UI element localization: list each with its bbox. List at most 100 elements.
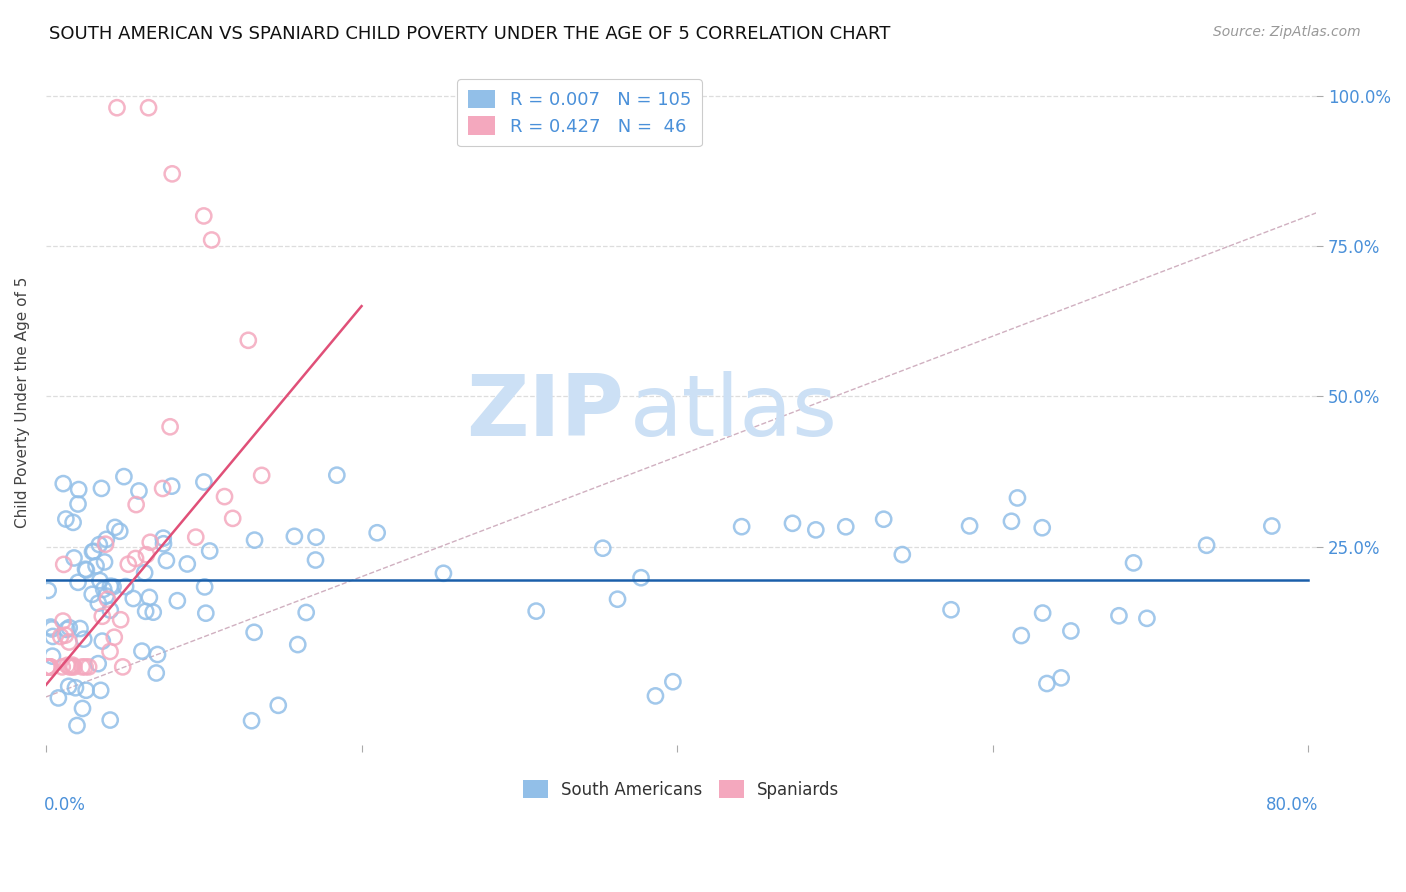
Point — [82, 587, 104, 601]
Point — [287, 638, 309, 652]
Point — [108, 524, 131, 539]
Point — [87, 596, 110, 610]
Point — [77, 660, 100, 674]
Point — [135, 548, 157, 562]
Point — [75, 683, 97, 698]
Point — [56, 658, 79, 673]
Point — [103, 630, 125, 644]
Point — [75, 563, 97, 577]
Point — [98, 644, 121, 658]
Point — [117, 558, 139, 572]
Point — [201, 233, 224, 247]
Point — [62, 516, 84, 530]
Point — [730, 519, 752, 533]
Point — [90, 482, 112, 496]
Point — [142, 605, 165, 619]
Point — [1036, 676, 1059, 690]
Point — [214, 490, 236, 504]
Point — [37, 660, 59, 674]
Point — [104, 520, 127, 534]
Point — [160, 167, 183, 181]
Point — [96, 592, 118, 607]
Point — [94, 537, 117, 551]
Point — [152, 531, 174, 545]
Point — [1032, 606, 1054, 620]
Text: SOUTH AMERICAN VS SPANIARD CHILD POVERTY UNDER THE AGE OF 5 CORRELATION CHART: SOUTH AMERICAN VS SPANIARD CHILD POVERTY… — [49, 25, 890, 43]
Text: 0.0%: 0.0% — [44, 797, 86, 814]
Point — [122, 591, 145, 606]
Point — [138, 101, 160, 115]
Point — [152, 482, 174, 496]
Point — [83, 544, 105, 558]
Point — [111, 660, 134, 674]
Point — [75, 660, 97, 674]
Point — [1010, 628, 1032, 642]
Point — [134, 566, 156, 580]
Point — [135, 604, 157, 618]
Y-axis label: Child Poverty Under the Age of 5: Child Poverty Under the Age of 5 — [15, 277, 30, 528]
Point — [193, 209, 215, 223]
Point — [250, 468, 273, 483]
Point — [63, 660, 86, 674]
Point — [39, 620, 62, 634]
Text: atlas: atlas — [630, 371, 838, 454]
Point — [644, 689, 666, 703]
Point — [48, 690, 70, 705]
Point — [662, 674, 685, 689]
Point — [959, 519, 981, 533]
Point — [58, 679, 80, 693]
Point — [283, 529, 305, 543]
Point — [62, 658, 84, 673]
Point — [184, 530, 207, 544]
Point — [37, 660, 59, 674]
Point — [72, 701, 94, 715]
Point — [139, 535, 162, 549]
Point — [37, 660, 59, 674]
Point — [1031, 521, 1053, 535]
Point — [49, 630, 72, 644]
Point — [69, 622, 91, 636]
Point — [84, 558, 107, 573]
Point — [55, 628, 77, 642]
Point — [38, 660, 60, 674]
Point — [37, 660, 59, 674]
Point — [60, 660, 83, 674]
Point — [592, 541, 614, 556]
Point — [238, 334, 260, 348]
Point — [105, 101, 128, 115]
Point — [96, 533, 118, 547]
Point — [63, 551, 86, 566]
Point — [131, 644, 153, 658]
Point — [87, 657, 110, 671]
Point — [124, 551, 146, 566]
Point — [1000, 514, 1022, 528]
Point — [1195, 538, 1218, 552]
Point — [112, 469, 135, 483]
Point — [73, 632, 96, 647]
Point — [67, 483, 90, 497]
Point — [52, 558, 75, 572]
Point — [524, 604, 547, 618]
Point — [295, 606, 318, 620]
Text: Source: ZipAtlas.com: Source: ZipAtlas.com — [1213, 25, 1361, 39]
Text: 80.0%: 80.0% — [1267, 797, 1319, 814]
Point — [630, 571, 652, 585]
Point — [94, 589, 117, 603]
Point — [194, 580, 217, 594]
Point — [82, 545, 104, 559]
Point — [70, 660, 93, 674]
Point — [305, 530, 328, 544]
Legend: South Americans, Spaniards: South Americans, Spaniards — [516, 773, 846, 805]
Point — [159, 419, 181, 434]
Point — [155, 553, 177, 567]
Point — [152, 537, 174, 551]
Point — [51, 660, 73, 674]
Point — [194, 606, 217, 620]
Point — [93, 555, 115, 569]
Point — [782, 516, 804, 531]
Point — [91, 609, 114, 624]
Point — [37, 660, 59, 674]
Point — [1261, 519, 1284, 533]
Point — [145, 665, 167, 680]
Point — [91, 634, 114, 648]
